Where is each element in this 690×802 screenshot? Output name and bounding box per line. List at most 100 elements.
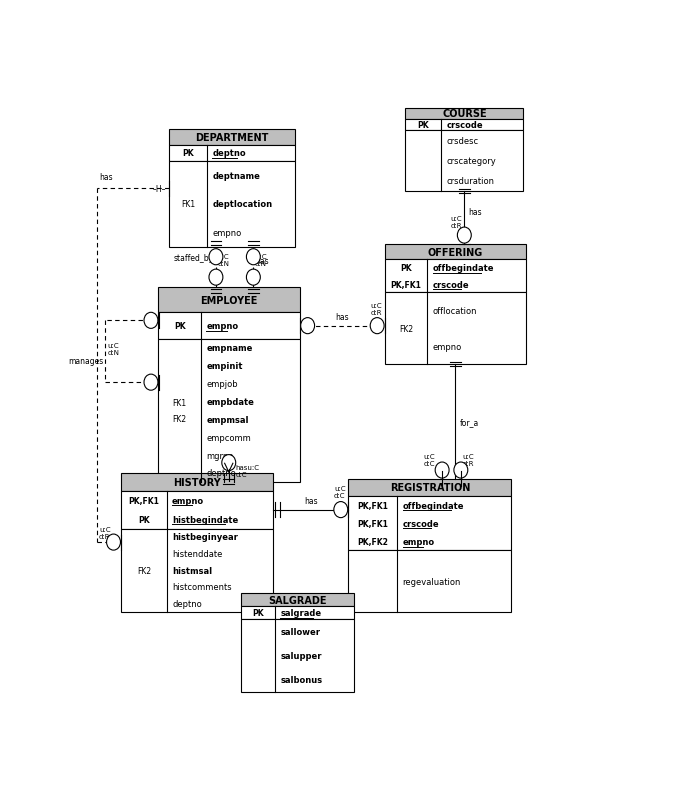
Circle shape xyxy=(246,249,260,265)
Text: deptno: deptno xyxy=(213,149,246,158)
Text: empno: empno xyxy=(433,342,462,351)
Bar xyxy=(406,108,523,119)
Text: deptno: deptno xyxy=(172,599,202,608)
Text: histmsal: histmsal xyxy=(172,566,213,575)
Text: empbdate: empbdate xyxy=(206,398,254,407)
Text: PK: PK xyxy=(400,264,412,273)
Text: u:C
d:N: u:C d:N xyxy=(255,253,267,267)
Text: PK,FK1: PK,FK1 xyxy=(128,496,159,505)
Text: FK1: FK1 xyxy=(181,200,195,209)
Text: empinit: empinit xyxy=(206,362,243,371)
Text: u:C
d:N: u:C d:N xyxy=(217,253,230,267)
Text: regevaluation: regevaluation xyxy=(402,577,461,585)
Bar xyxy=(159,313,300,339)
Text: empmsal: empmsal xyxy=(206,415,249,424)
Text: DEPARTMENT: DEPARTMENT xyxy=(195,133,268,143)
Text: OFFERING: OFFERING xyxy=(428,247,483,257)
Bar xyxy=(406,119,523,131)
Bar xyxy=(384,260,526,293)
Text: SALGRADE: SALGRADE xyxy=(268,595,327,605)
Circle shape xyxy=(221,455,236,471)
Text: HISTORY: HISTORY xyxy=(173,477,221,487)
Text: staffed_by: staffed_by xyxy=(173,254,213,263)
Circle shape xyxy=(246,269,260,286)
Text: histcomments: histcomments xyxy=(172,582,232,592)
Text: empno: empno xyxy=(402,537,435,546)
Text: offlocation: offlocation xyxy=(433,306,477,315)
Text: offbegindate: offbegindate xyxy=(433,264,494,273)
Text: has: has xyxy=(469,208,482,217)
Text: crscode: crscode xyxy=(446,120,483,130)
Text: offbegindate: offbegindate xyxy=(402,501,464,510)
Circle shape xyxy=(209,249,223,265)
Text: for_a: for_a xyxy=(460,418,479,427)
Text: salbonus: salbonus xyxy=(280,675,322,685)
Text: has: has xyxy=(255,257,269,266)
Text: deptno: deptno xyxy=(206,469,236,478)
Text: PK: PK xyxy=(138,515,150,524)
Text: empcomm: empcomm xyxy=(206,433,251,442)
Bar xyxy=(121,529,273,612)
Text: PK: PK xyxy=(417,120,429,130)
Text: u:C
d:R: u:C d:R xyxy=(462,454,474,467)
Bar xyxy=(406,131,523,192)
Text: hasu:C
d:C: hasu:C d:C xyxy=(236,465,259,478)
Text: PK: PK xyxy=(182,149,194,158)
Text: crsdesc: crsdesc xyxy=(446,136,478,145)
Text: mgrno: mgrno xyxy=(206,451,234,460)
Text: COURSE: COURSE xyxy=(442,109,486,119)
Circle shape xyxy=(301,318,315,334)
Text: PK,FK2: PK,FK2 xyxy=(357,537,388,546)
Text: FK1
FK2: FK1 FK2 xyxy=(172,399,187,423)
Text: FK2: FK2 xyxy=(399,325,413,334)
Bar xyxy=(169,130,295,145)
Bar xyxy=(121,473,273,491)
Circle shape xyxy=(209,269,223,286)
Circle shape xyxy=(144,313,158,329)
Circle shape xyxy=(457,228,471,244)
Text: crscode: crscode xyxy=(433,280,469,290)
Text: histenddate: histenddate xyxy=(172,549,222,558)
Bar xyxy=(169,161,295,248)
Text: has: has xyxy=(304,496,317,505)
Text: crsduration: crsduration xyxy=(446,177,494,186)
Text: PK,FK1: PK,FK1 xyxy=(391,280,422,290)
Bar xyxy=(121,491,273,529)
Text: u:C
d:C: u:C d:C xyxy=(334,486,346,499)
Circle shape xyxy=(371,318,384,334)
Text: crscategory: crscategory xyxy=(446,157,496,166)
Text: u:C
d:N: u:C d:N xyxy=(108,342,119,355)
Text: PK: PK xyxy=(253,609,264,618)
Circle shape xyxy=(435,463,449,479)
Text: empjob: empjob xyxy=(206,379,238,389)
Bar xyxy=(159,339,300,482)
Text: empno: empno xyxy=(206,322,239,330)
Text: u:C
d:C: u:C d:C xyxy=(424,454,435,467)
Text: has: has xyxy=(99,172,112,181)
Text: –H–: –H– xyxy=(153,184,166,193)
Text: empno: empno xyxy=(172,496,204,505)
Text: sallower: sallower xyxy=(280,627,320,636)
Bar xyxy=(384,293,526,365)
Text: deptname: deptname xyxy=(213,172,260,180)
Text: has: has xyxy=(335,313,349,322)
Text: EMPLOYEE: EMPLOYEE xyxy=(201,295,258,306)
Bar xyxy=(169,145,295,161)
Circle shape xyxy=(144,375,158,391)
Text: empname: empname xyxy=(206,344,253,353)
Bar xyxy=(241,620,353,692)
Circle shape xyxy=(454,463,468,479)
Text: deptlocation: deptlocation xyxy=(213,200,273,209)
Text: PK,FK1: PK,FK1 xyxy=(357,501,388,510)
Text: empno: empno xyxy=(213,229,242,237)
Text: manages: manages xyxy=(68,357,104,366)
Text: PK,FK1: PK,FK1 xyxy=(357,519,388,528)
Text: u:C
d:R: u:C d:R xyxy=(99,526,110,539)
Circle shape xyxy=(106,534,121,550)
Bar xyxy=(241,593,353,606)
Bar xyxy=(348,551,511,612)
Text: u:C
d:R: u:C d:R xyxy=(450,216,462,229)
Bar xyxy=(241,606,353,620)
Circle shape xyxy=(334,502,348,518)
Bar xyxy=(348,479,511,496)
